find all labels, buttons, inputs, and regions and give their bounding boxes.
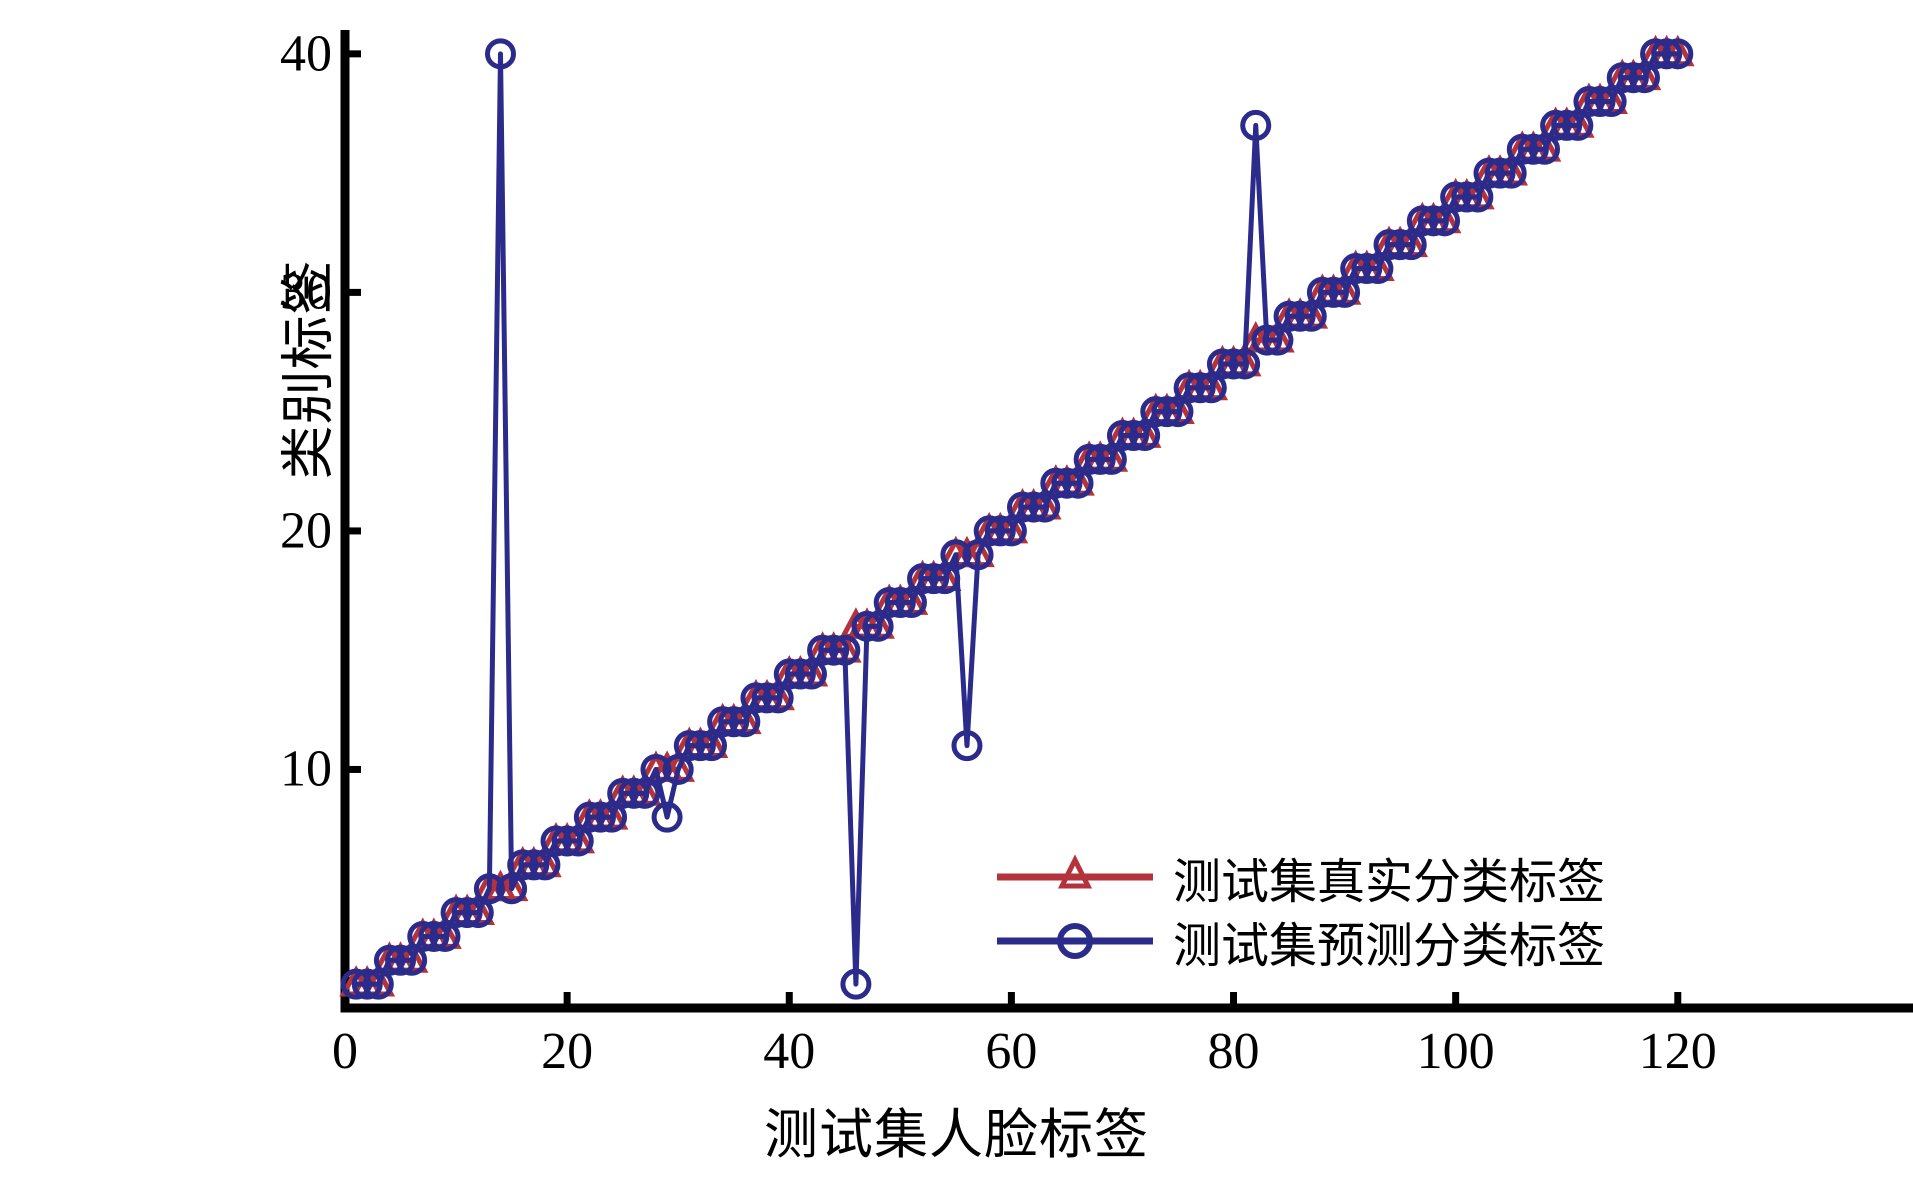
legend-label-predicted: 测试集预测分类标签 <box>1173 920 1606 973</box>
axis-tick-marks <box>341 50 1682 1008</box>
x-tick-label: 0 <box>332 1023 358 1080</box>
legend-swatch-triangle-icon <box>997 854 1153 889</box>
legend-swatch-circle-icon <box>997 923 1153 959</box>
series-predicted-labels <box>340 38 1694 1000</box>
x-tick-label: 40 <box>763 1023 816 1080</box>
legend-label-true: 测试集真实分类标签 <box>1173 856 1606 909</box>
x-tick-label: 80 <box>1207 1023 1260 1080</box>
x-tick-label: 60 <box>985 1023 1038 1080</box>
legend-item-predicted: 测试集预测分类标签 <box>995 909 1695 973</box>
x-tick-label: 100 <box>1416 1023 1495 1080</box>
x-tick-label: 120 <box>1638 1023 1717 1080</box>
legend-item-true: 测试集真实分类标签 <box>995 845 1695 909</box>
y-tick-label: 10 <box>280 740 332 798</box>
x-axis-label: 测试集人脸标签 <box>764 1105 1149 1165</box>
chart-legend: 测试集真实分类标签 测试集预测分类标签 <box>995 845 1695 980</box>
y-tick-label: 20 <box>280 502 332 560</box>
y-tick-label: 40 <box>280 25 332 83</box>
y-tick-label: 30 <box>280 263 332 321</box>
x-tick-label: 20 <box>541 1023 594 1080</box>
y-axis-label: 类别标签 <box>278 259 339 480</box>
